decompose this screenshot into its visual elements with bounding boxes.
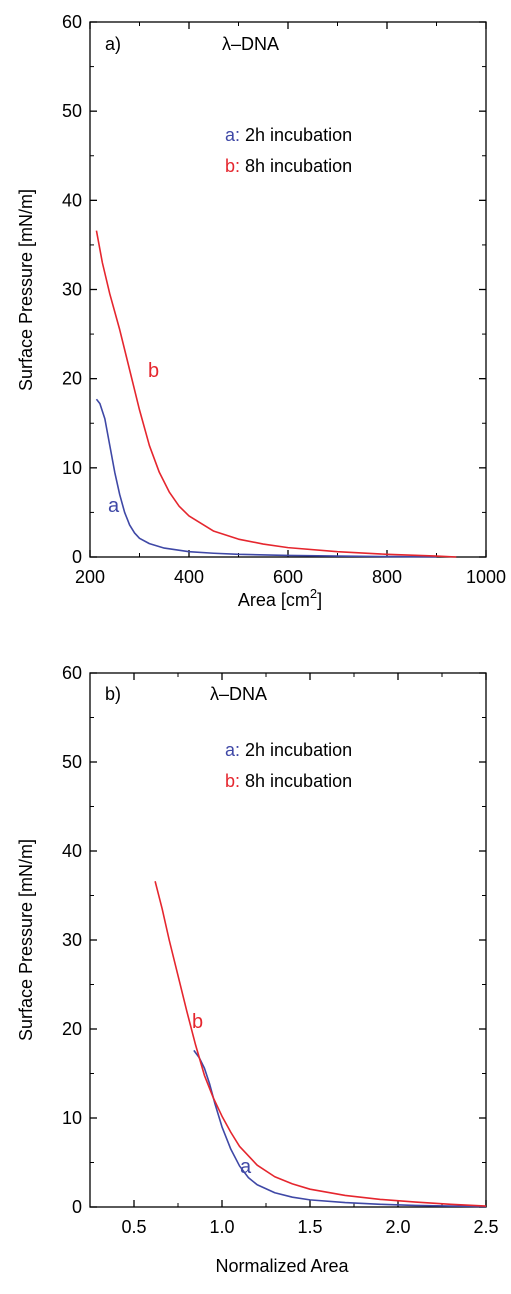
- x-tick-label: 1000: [466, 567, 506, 587]
- x-tick-label: 200: [75, 567, 105, 587]
- legend-entry-a: a: 2h incubation: [225, 125, 352, 145]
- series-curve-b: [95, 230, 457, 558]
- legend-key: a:: [225, 740, 240, 760]
- legend-text: 2h incubation: [240, 125, 352, 145]
- legend-key: a:: [225, 125, 240, 145]
- x-tick-label: 400: [174, 567, 204, 587]
- x-tick-label: 2.5: [473, 1217, 498, 1237]
- molecule-label: λ–DNA: [222, 34, 279, 54]
- y-axis-title: Surface Pressure [mN/m]: [16, 839, 36, 1041]
- panel-label: a): [105, 34, 121, 54]
- y-tick-label: 60: [62, 663, 82, 683]
- x-axis-title: Normalized Area: [215, 1256, 349, 1276]
- x-tick-label: 2.0: [385, 1217, 410, 1237]
- y-tick-label: 0: [72, 1197, 82, 1217]
- curve-label-a: a: [240, 1156, 252, 1178]
- chart-panel-b: 0 10 20 30 40 50 60 0.5 1.0 1.5 2.0 2.5 a b b) λ–DNA a: …: [16, 663, 499, 1276]
- x-tick-label: 600: [273, 567, 303, 587]
- y-tick-label: 50: [62, 752, 82, 772]
- y-tick-label: 30: [62, 280, 82, 300]
- panel-label: b): [105, 684, 121, 704]
- x-tick-label: 1.5: [297, 1217, 322, 1237]
- x-tick-label: 800: [372, 567, 402, 587]
- y-tick-label: 40: [62, 841, 82, 861]
- x-axis-title-main: Area [cm: [238, 590, 310, 610]
- legend-key: b:: [225, 156, 240, 176]
- curve-label-a: a: [108, 495, 120, 517]
- legend-entry-b: b: 8h incubation: [225, 771, 352, 791]
- x-axis-title: Area [cm2]: [238, 586, 322, 610]
- x-axis-title-superscript: 2: [310, 586, 317, 601]
- y-tick-label: 30: [62, 930, 82, 950]
- molecule-label: λ–DNA: [210, 684, 267, 704]
- y-tick-label: 10: [62, 458, 82, 478]
- y-axis-title: Surface Pressure [mN/m]: [16, 189, 36, 391]
- series-curve-a: [193, 1049, 487, 1208]
- y-tick-label: 10: [62, 1108, 82, 1128]
- legend-text: 2h incubation: [240, 740, 352, 760]
- chart-panel-a: 0 10 20 30 40 50 60 200 400 600 800 1000 a b a) λ–DNA a:…: [16, 12, 506, 610]
- y-tick-label: 20: [62, 369, 82, 389]
- series-curve-b: [154, 881, 487, 1207]
- x-axis-title-end: ]: [317, 590, 322, 610]
- y-tick-label: 0: [72, 547, 82, 567]
- y-tick-label: 20: [62, 1019, 82, 1039]
- legend-text: 8h incubation: [240, 156, 352, 176]
- x-tick-label: 0.5: [121, 1217, 146, 1237]
- legend-entry-b: b: 8h incubation: [225, 156, 352, 176]
- plot-frame: [89, 21, 487, 558]
- y-tick-label: 60: [62, 12, 82, 32]
- curve-label-b: b: [192, 1011, 203, 1033]
- y-tick-label: 50: [62, 101, 82, 121]
- legend-text: 8h incubation: [240, 771, 352, 791]
- series-curve-a: [95, 398, 437, 558]
- legend-key: b:: [225, 771, 240, 791]
- legend-entry-a: a: 2h incubation: [225, 740, 352, 760]
- x-tick-label: 1.0: [209, 1217, 234, 1237]
- y-tick-label: 40: [62, 190, 82, 210]
- curve-label-b: b: [148, 360, 159, 382]
